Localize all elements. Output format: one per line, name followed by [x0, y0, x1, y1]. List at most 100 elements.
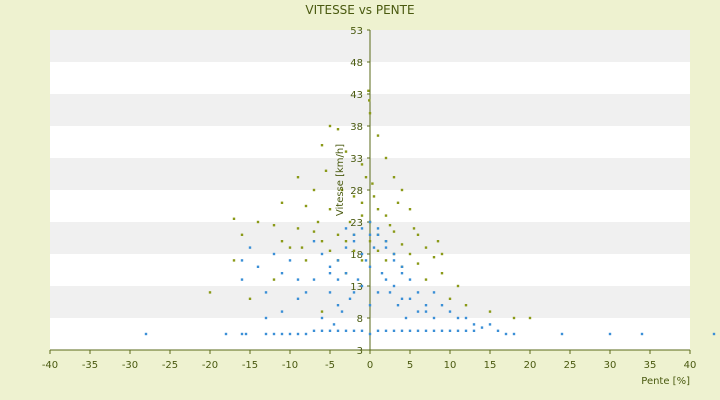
x-tick-label: 35 [644, 360, 657, 371]
data-point [367, 89, 370, 92]
data-point [384, 214, 388, 217]
data-point [240, 332, 244, 336]
data-point [144, 332, 148, 336]
data-point [344, 150, 348, 153]
x-tick-label: -10 [282, 360, 298, 371]
data-point [296, 176, 300, 179]
x-tick-label: -30 [122, 360, 138, 371]
data-point [336, 128, 340, 131]
data-point [371, 182, 374, 185]
data-point [360, 201, 364, 204]
data-point [336, 233, 340, 236]
data-point [344, 272, 348, 275]
data-point [416, 329, 420, 332]
data-point [336, 278, 340, 281]
data-point [300, 246, 304, 249]
data-point [608, 332, 612, 336]
data-point [244, 332, 248, 336]
data-point [344, 227, 348, 230]
data-point [324, 169, 328, 172]
data-point [320, 144, 324, 147]
data-point [384, 259, 388, 262]
data-point [512, 316, 516, 320]
y-tick-label: 43 [350, 90, 363, 101]
data-point [312, 188, 316, 192]
data-point [340, 188, 344, 192]
data-point [404, 316, 408, 320]
data-point [376, 134, 380, 137]
data-point [392, 176, 396, 179]
data-point [376, 249, 380, 252]
data-point [392, 252, 396, 256]
data-point [312, 278, 316, 281]
data-point [400, 188, 404, 192]
data-point [360, 163, 364, 166]
data-point [436, 240, 440, 243]
data-point [360, 329, 364, 332]
data-point [280, 272, 284, 275]
data-point [400, 243, 404, 246]
data-point [464, 304, 468, 307]
data-point [440, 252, 444, 256]
data-point [448, 329, 452, 332]
y-tick-label: 13 [350, 282, 363, 293]
data-point [304, 332, 308, 336]
data-point [248, 297, 252, 300]
data-point [328, 249, 332, 252]
data-point [352, 329, 356, 332]
y-tick-label: 28 [350, 186, 363, 197]
data-point [288, 332, 292, 336]
data-point [424, 304, 428, 307]
chart-title: VITESSE vs PENTE [305, 3, 414, 17]
data-point [456, 329, 460, 332]
data-point [528, 316, 532, 320]
data-point [328, 272, 332, 275]
data-point [424, 278, 428, 281]
data-point [296, 332, 300, 336]
data-point [368, 240, 372, 243]
data-point [332, 323, 336, 326]
data-point [320, 316, 324, 320]
data-point [352, 240, 356, 243]
data-point [352, 291, 356, 294]
data-point [360, 284, 364, 288]
y-tick-label: 48 [350, 58, 363, 69]
data-point [304, 204, 308, 208]
data-point [280, 332, 284, 336]
data-point [448, 310, 452, 313]
data-point [384, 329, 388, 332]
data-point [356, 278, 360, 281]
data-point [368, 304, 372, 307]
data-point [412, 227, 416, 230]
data-point [348, 220, 352, 224]
data-point [400, 297, 404, 300]
data-point [280, 201, 284, 204]
x-tick-label: -35 [82, 360, 98, 371]
data-point [400, 329, 404, 332]
data-point [344, 246, 348, 249]
data-point [304, 291, 308, 294]
data-point [368, 332, 372, 336]
data-point [512, 332, 516, 336]
x-axis-label: Pente [%] [641, 376, 690, 387]
data-point [464, 316, 468, 320]
data-point [316, 220, 320, 224]
data-point [384, 240, 388, 243]
data-point [424, 329, 428, 332]
data-point [264, 291, 268, 294]
data-point [392, 284, 396, 288]
data-point [432, 256, 436, 259]
data-point [340, 310, 344, 313]
data-point [432, 291, 436, 294]
data-point [432, 329, 436, 332]
data-point [328, 208, 332, 211]
data-point [328, 124, 332, 128]
data-point [312, 230, 316, 233]
data-point [400, 265, 404, 268]
data-point [392, 230, 396, 233]
x-tick-label: 20 [524, 360, 537, 371]
y-tick-label: 3 [357, 346, 363, 357]
